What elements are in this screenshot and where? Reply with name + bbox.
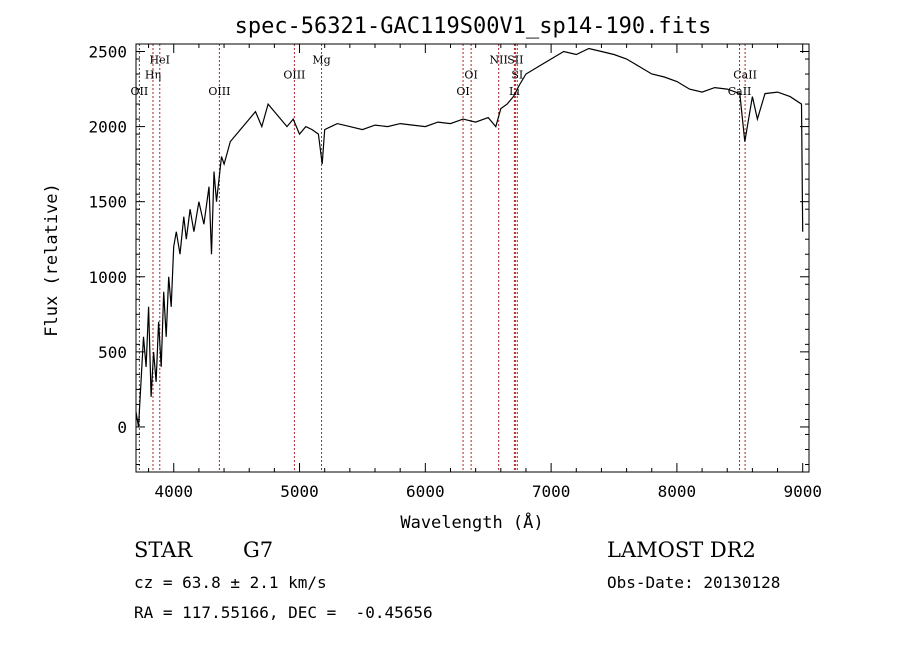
plot-frame	[135, 43, 810, 473]
marker-label-12: CaII	[733, 69, 757, 82]
x-axis-label: Wavelength (Å)	[400, 511, 543, 533]
marker-label-6: OI	[456, 85, 469, 98]
marker-label-1: Hη	[145, 69, 161, 82]
marker-label-10: SI	[511, 69, 523, 82]
marker-label-8: NII	[490, 54, 508, 67]
marker-label-2: HeI	[150, 54, 170, 67]
marker-label-11: Li	[509, 85, 520, 98]
marker-label-7: OI	[464, 69, 477, 82]
y-tick-label-4: 2000	[88, 118, 127, 137]
spectrum-line	[135, 47, 804, 427]
y-axis-label: Flux (relative)	[42, 183, 62, 337]
marker-label-13: CaII	[728, 85, 752, 98]
y-tick-label-5: 2500	[88, 43, 127, 62]
y-tick-label-1: 500	[98, 343, 127, 362]
x-tick-label-3: 7000	[532, 482, 571, 501]
y-tick-labels: 0 500 1000 1500 2000 2500	[88, 43, 127, 437]
survey-name: LAMOST DR2	[607, 538, 756, 562]
marker-label-0: OII	[131, 85, 149, 98]
axis-ticks	[136, 43, 809, 472]
emission-line-markers	[138, 44, 746, 472]
chart-title: spec-56321-GAC119S00V1_sp14-190.fits	[235, 14, 712, 39]
spectrum-plot: spec-56321-GAC119S00V1_sp14-190.fits OII…	[42, 14, 822, 533]
coordinates: RA = 117.55166, DEC = -0.45656	[134, 603, 433, 622]
observation-date: Obs-Date: 20130128	[607, 573, 781, 592]
object-subclass: G7	[243, 538, 274, 562]
marker-label-4: OIII	[283, 69, 305, 82]
x-tick-label-2: 6000	[406, 482, 445, 501]
marker-label-9: SII	[507, 54, 523, 67]
redshift-value: cz = 63.8 ± 2.1 km/s	[134, 573, 327, 592]
marker-label-5: Mg	[312, 54, 330, 67]
y-tick-label-0: 0	[117, 418, 127, 437]
y-tick-label-3: 1500	[88, 193, 127, 212]
marker-label-3: OIII	[208, 85, 230, 98]
object-class: STAR	[134, 538, 193, 562]
x-tick-label-0: 4000	[154, 482, 193, 501]
emission-line-labels: OII Hη HeI OIII OIII Mg OI OI NII SII SI Li CaII CaII	[131, 54, 757, 99]
x-tick-label-1: 5000	[280, 482, 319, 501]
x-tick-label-4: 8000	[658, 482, 697, 501]
x-tick-label-5: 9000	[783, 482, 822, 501]
y-tick-label-2: 1000	[88, 268, 127, 287]
x-tick-labels: 4000 5000 6000 7000 8000 9000	[154, 482, 822, 501]
